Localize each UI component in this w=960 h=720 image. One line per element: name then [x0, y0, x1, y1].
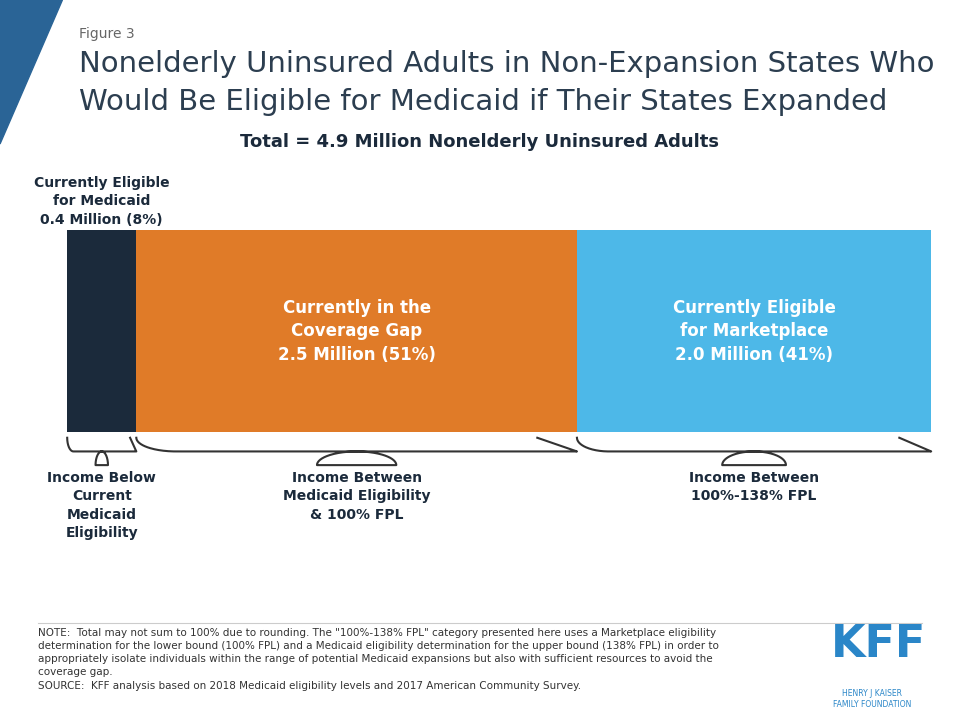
Bar	[577, 230, 931, 432]
Text: Nonelderly Uninsured Adults in Non-Expansion States Who: Nonelderly Uninsured Adults in Non-Expan…	[79, 50, 934, 78]
Text: Income Between
100%-138% FPL: Income Between 100%-138% FPL	[689, 471, 819, 503]
Text: Currently Eligible
for Marketplace
2.0 Million (41%): Currently Eligible for Marketplace 2.0 M…	[673, 299, 835, 364]
Text: Currently in the
Coverage Gap
2.5 Million (51%): Currently in the Coverage Gap 2.5 Millio…	[277, 299, 436, 364]
Text: Currently Eligible
for Medicaid
0.4 Million (8%): Currently Eligible for Medicaid 0.4 Mill…	[34, 176, 170, 227]
Text: NOTE:  Total may not sum to 100% due to rounding. The "100%-138% FPL" category p: NOTE: Total may not sum to 100% due to r…	[38, 628, 719, 690]
Text: Total = 4.9 Million Nonelderly Uninsured Adults: Total = 4.9 Million Nonelderly Uninsured…	[241, 133, 719, 151]
Text: Income Below
Current
Medicaid
Eligibility: Income Below Current Medicaid Eligibilit…	[47, 471, 156, 540]
Polygon shape	[0, 0, 62, 144]
Text: Would Be Eligible for Medicaid if Their States Expanded: Would Be Eligible for Medicaid if Their …	[79, 88, 887, 116]
Text: Figure 3: Figure 3	[79, 27, 134, 41]
Bar	[67, 230, 136, 432]
Bar	[136, 230, 577, 432]
Text: Income Between
Medicaid Eligibility
& 100% FPL: Income Between Medicaid Eligibility & 10…	[283, 471, 430, 522]
Text: KFF: KFF	[830, 623, 925, 666]
Text: HENRY J KAISER
FAMILY FOUNDATION: HENRY J KAISER FAMILY FOUNDATION	[833, 689, 912, 709]
